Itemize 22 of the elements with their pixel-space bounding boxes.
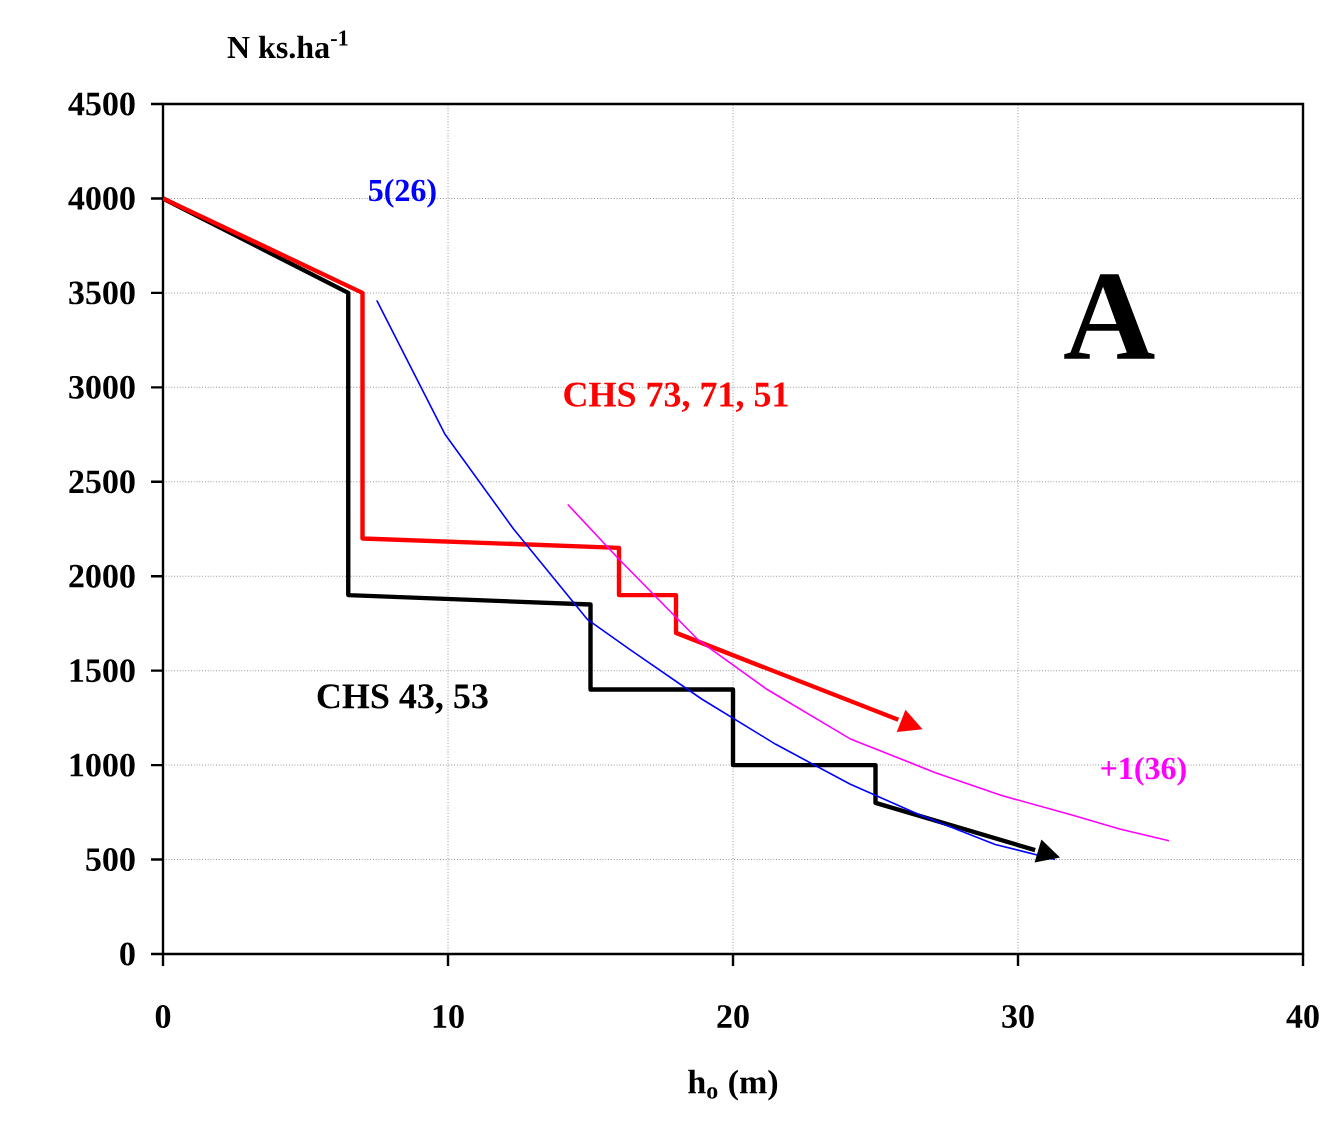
text: CHS 73, 71, 51 — [564, 382, 788, 412]
text: CHS 43, 53 — [317, 684, 488, 714]
x-tick-label: 0 — [155, 1005, 171, 1029]
y-tick-label: 4000 — [68, 186, 135, 210]
y-tick-label: 0 — [120, 942, 135, 966]
y-tick-label: 500 — [86, 848, 135, 872]
x-tick-label: 40 — [1286, 1005, 1319, 1029]
y-tick-label: 4500 — [68, 92, 135, 116]
x-tick-label: 20 — [717, 1005, 749, 1029]
y-tick-label: 1000 — [70, 753, 135, 777]
series-label: +1(36) — [1101, 756, 1186, 786]
text: 5(26) — [369, 178, 436, 208]
x-axis-title: h$_{o}$ (m) — [688, 1069, 778, 1101]
y-axis-title: N ks.ha$^{-1}$ — [227, 30, 348, 59]
y-tick-label: 3000 — [69, 375, 135, 399]
annotation: A — [1064, 274, 1155, 359]
y-tick-label: 2000 — [69, 564, 135, 588]
y-tick-label: 1500 — [70, 659, 135, 683]
x-tick-label: 30 — [1002, 1005, 1034, 1029]
y-tick-label: 2500 — [69, 470, 135, 494]
y-tick-label: 3500 — [69, 281, 135, 305]
x-tick-label: 10 — [433, 1005, 464, 1029]
